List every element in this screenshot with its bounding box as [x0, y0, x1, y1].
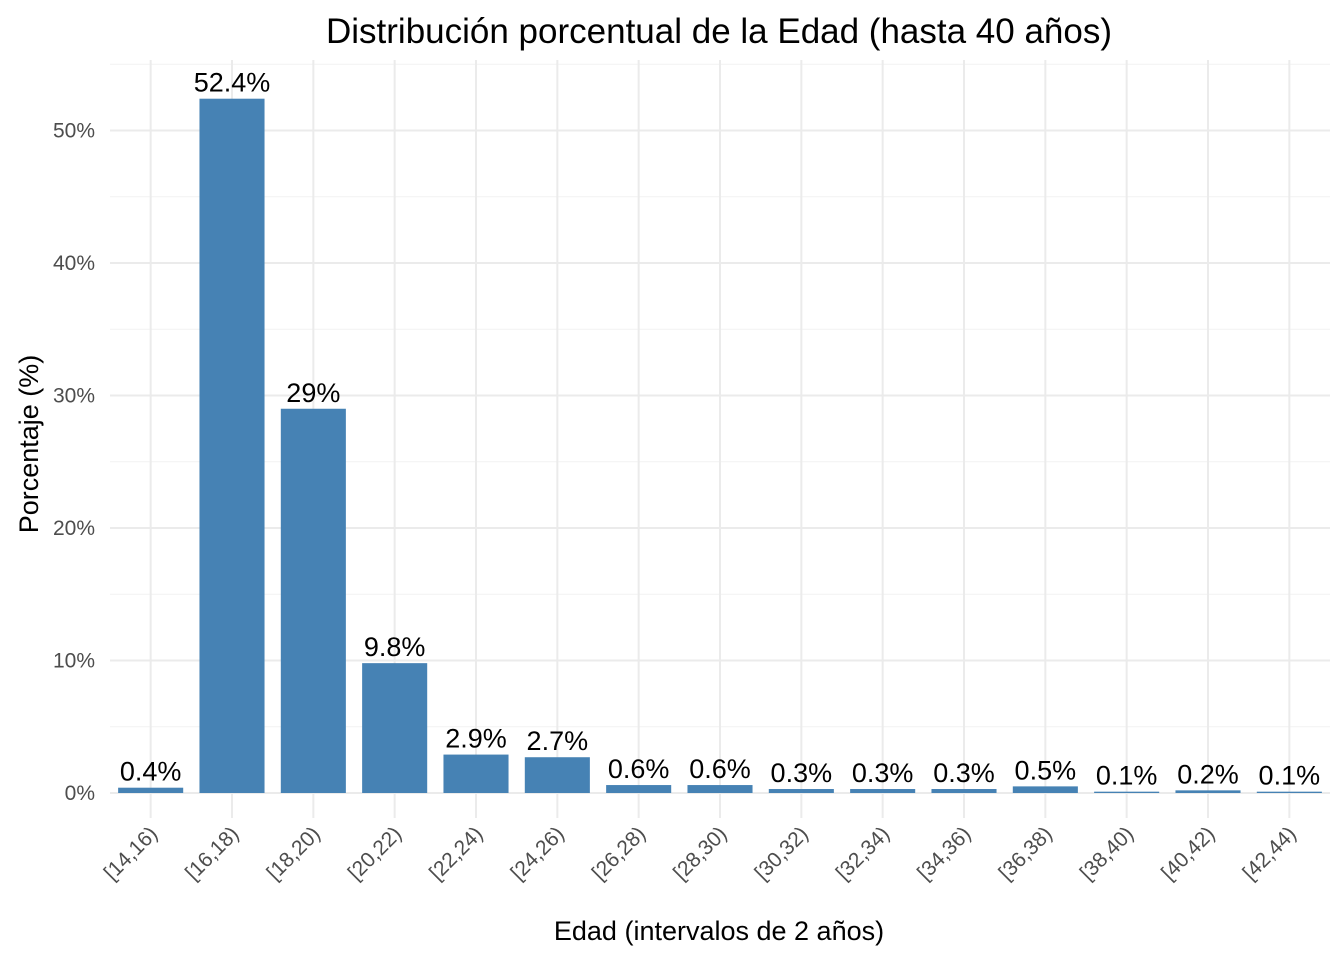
bar	[280, 408, 346, 793]
y-axis-ticks: 0% 10% 20% 30% 40% 50%	[53, 120, 95, 806]
bar	[524, 757, 590, 793]
x-tick-label: [22,24)	[425, 822, 488, 885]
data-label: 0.2%	[1177, 759, 1239, 789]
data-label: 0.4%	[120, 757, 182, 787]
bar	[687, 785, 753, 793]
x-tick-label: [40,42)	[1157, 822, 1220, 885]
x-axis-title: Edad (intervalos de 2 años)	[554, 916, 884, 946]
data-label: 2.9%	[445, 724, 507, 754]
bar	[118, 787, 184, 793]
bar	[768, 789, 834, 793]
data-label: 0.1%	[1096, 761, 1158, 791]
x-tick-label: [34,36)	[913, 822, 976, 885]
x-tick-label: [38,40)	[1076, 822, 1139, 885]
y-tick-label: 40%	[53, 252, 95, 275]
data-label: 0.6%	[689, 754, 751, 784]
bar	[1256, 791, 1322, 793]
data-label: 0.3%	[933, 758, 995, 788]
chart-title: Distribución porcentual de la Edad (hast…	[326, 12, 1112, 51]
x-tick-label: [30,32)	[750, 822, 813, 885]
data-labels-layer: 0.4% 52.4% 29% 9.8% 2.9% 2.7% 0.6% 0.6% 0.3% 0.3%…	[120, 68, 1320, 791]
x-tick-label: [18,20)	[262, 822, 325, 885]
bar	[931, 789, 997, 793]
x-tick-label: [28,30)	[669, 822, 732, 885]
bar	[199, 98, 265, 793]
x-tick-label: [16,18)	[181, 822, 244, 885]
x-tick-label: [42,44)	[1238, 822, 1301, 885]
x-tick-label: [36,38)	[994, 822, 1057, 885]
x-tick-label: [26,28)	[588, 822, 651, 885]
data-label: 0.3%	[771, 758, 833, 788]
y-tick-label: 0%	[65, 782, 95, 805]
data-label: 0.6%	[608, 754, 670, 784]
bar	[443, 754, 509, 793]
data-label: 0.3%	[852, 758, 914, 788]
data-label: 29%	[286, 378, 340, 408]
data-label: 52.4%	[194, 68, 271, 98]
data-label: 2.7%	[527, 726, 589, 756]
y-tick-label: 20%	[53, 517, 95, 540]
x-axis-ticks: [14,16) [16,18) [18,20) [20,22) [22,24) [24,2…	[100, 822, 1301, 885]
x-tick-label: [32,34)	[832, 822, 895, 885]
data-label: 0.1%	[1259, 761, 1321, 791]
bar	[606, 785, 672, 793]
bars-layer	[118, 98, 1322, 793]
data-label: 9.8%	[364, 632, 426, 662]
bar	[362, 663, 428, 793]
bar	[850, 789, 916, 793]
data-label: 0.5%	[1015, 755, 1077, 785]
bar	[1012, 786, 1078, 793]
x-tick-label: [20,22)	[344, 822, 407, 885]
bar	[1094, 791, 1160, 793]
y-tick-label: 10%	[53, 650, 95, 673]
y-axis-title: Porcentaje (%)	[14, 355, 44, 534]
y-tick-label: 50%	[53, 120, 95, 143]
x-tick-label: [24,26)	[506, 822, 569, 885]
x-tick-label: [14,16)	[100, 822, 163, 885]
bar	[1175, 790, 1241, 793]
y-tick-label: 30%	[53, 385, 95, 408]
